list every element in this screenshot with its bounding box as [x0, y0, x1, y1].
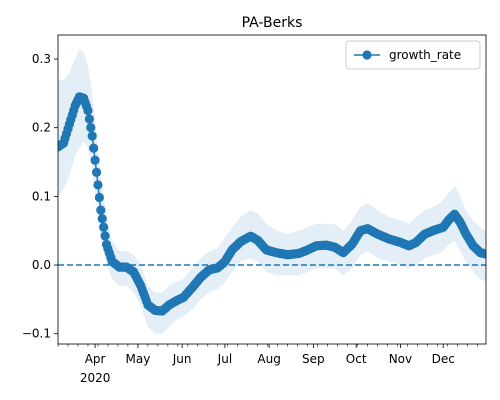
data-point: [94, 192, 104, 203]
data-point: [96, 205, 106, 215]
x-tick-label: Oct: [346, 352, 367, 366]
x-tick-label: Nov: [389, 352, 412, 366]
x-tick-label: Jul: [217, 352, 232, 366]
y-tick-label: −0.1: [22, 327, 51, 341]
x-tick-label: Apr: [85, 352, 106, 366]
y-tick-label: 0.2: [32, 121, 51, 135]
y-tick-label: 0.3: [32, 52, 51, 66]
x-tick-label: Aug: [257, 352, 280, 366]
data-point: [97, 214, 107, 224]
chart-title: PA-Berks: [242, 15, 303, 31]
legend-marker-swatch: [362, 50, 372, 60]
data-point: [91, 167, 102, 177]
data-point: [89, 143, 99, 153]
x-tick-label: May: [125, 352, 150, 366]
data-point: [90, 155, 100, 165]
x-tick-label: Jun: [172, 352, 192, 366]
axes-frame: [57, 34, 487, 345]
x-tick-label: Sep: [302, 352, 325, 366]
data-point: [84, 114, 94, 124]
plot-inner: [58, 48, 486, 334]
data-point: [481, 249, 486, 259]
axes: −0.1 0.0 0.1 0.2 0.3 Apr May Jun Jul Aug Sep Oct Nov…: [22, 34, 487, 385]
data-point: [99, 222, 109, 232]
data-point: [93, 180, 103, 190]
data-point: [87, 131, 97, 141]
x-year-label: 2020: [80, 371, 111, 385]
data-point: [86, 122, 96, 133]
plot-area: [58, 48, 486, 334]
y-tick-label: 0.1: [32, 189, 51, 203]
legend-box: [345, 40, 481, 70]
data-point: [83, 105, 93, 116]
legend: growth_rate: [345, 40, 481, 70]
x-tick-label: Dec: [432, 352, 455, 366]
data-point: [100, 231, 110, 241]
legend-label: growth_rate: [389, 48, 461, 62]
y-tick-label: 0.0: [32, 258, 51, 272]
confidence-band: [58, 48, 486, 334]
